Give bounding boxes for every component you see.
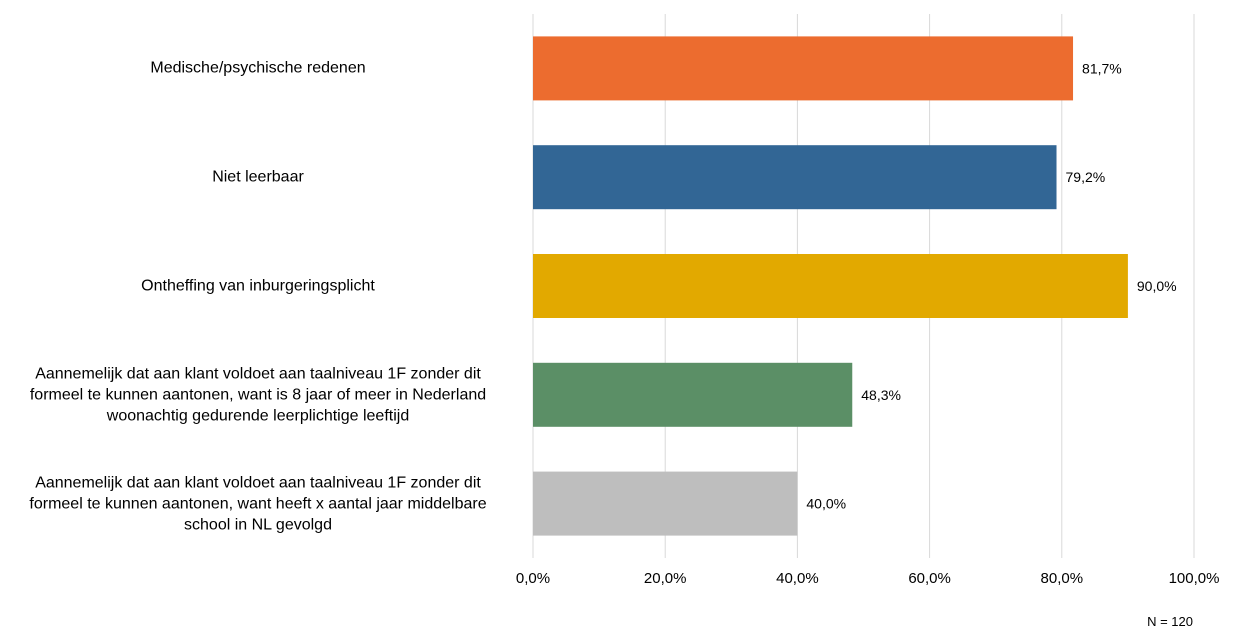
x-tick-label: 0,0%: [516, 570, 550, 587]
bar: [533, 471, 798, 536]
x-tick-label: 80,0%: [1041, 570, 1084, 587]
category-label: Niet leerbaar: [0, 167, 518, 188]
data-label: 40,0%: [806, 496, 846, 512]
category-label-line: formeel te kunnen aantonen, want is 8 ja…: [29, 386, 487, 404]
x-tick-label: 40,0%: [776, 570, 819, 587]
category-label-line: Ontheffing van inburgeringsplicht: [141, 277, 375, 295]
x-tick-label: 20,0%: [644, 570, 687, 587]
data-label: 79,2%: [1066, 169, 1106, 185]
category-label: Aannemelijk dat aan klant voldoet aan ta…: [0, 472, 518, 535]
category-label: Aannemelijk dat aan klant voldoet aan ta…: [0, 363, 518, 426]
category-label-line: school in NL gevolgd: [184, 516, 332, 534]
category-label-line: Aannemelijk dat aan klant voldoet aan ta…: [35, 474, 481, 492]
bar: [533, 36, 1074, 101]
x-tick-label: 60,0%: [908, 570, 951, 587]
bar: [533, 254, 1128, 318]
data-label: 48,3%: [861, 387, 901, 403]
category-label: Ontheffing van inburgeringsplicht: [0, 276, 518, 297]
bar: [533, 145, 1057, 210]
category-label-line: Niet leerbaar: [212, 168, 304, 186]
category-label-line: woonachtig gedurende leerplichtige leeft…: [106, 407, 410, 425]
data-label: 90,0%: [1137, 278, 1177, 294]
category-label-line: formeel te kunnen aantonen, want heeft x…: [29, 495, 487, 513]
category-label: Medische/psychische redenen: [0, 58, 518, 79]
category-label-line: Aannemelijk dat aan klant voldoet aan ta…: [35, 365, 481, 383]
sample-size-note: N = 120: [1147, 614, 1193, 629]
category-label-line: Medische/psychische redenen: [150, 59, 366, 77]
data-label: 81,7%: [1082, 60, 1122, 76]
x-tick-label: 100,0%: [1169, 570, 1220, 587]
bar: [533, 362, 853, 427]
